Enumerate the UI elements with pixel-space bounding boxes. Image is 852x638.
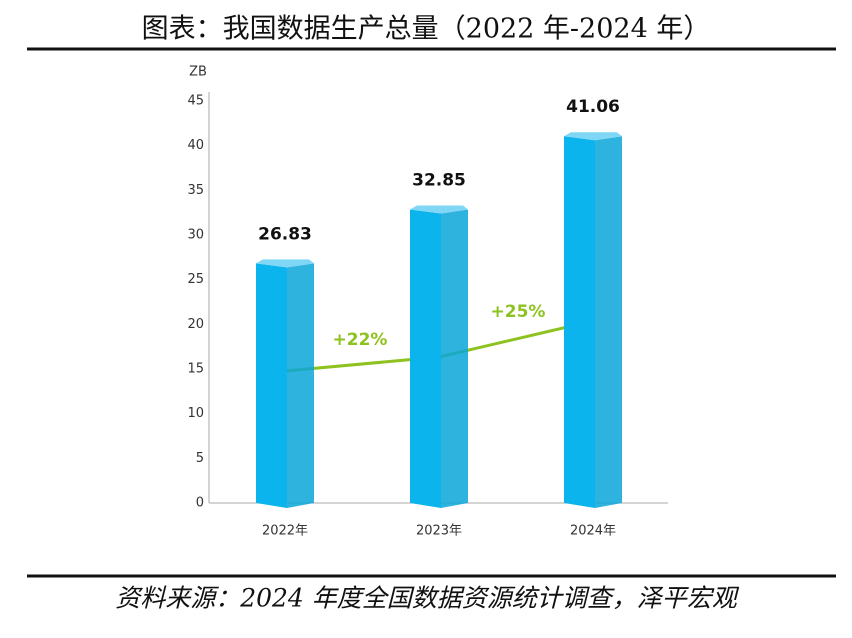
y-unit: ZB — [189, 65, 207, 80]
bar-top-face — [256, 259, 314, 268]
value-label: 32.85 — [412, 171, 466, 191]
bar-top-face — [564, 132, 622, 141]
x-tick-label: 2024年 — [570, 524, 616, 539]
y-tick-label: 15 — [187, 362, 204, 377]
chart-title: 图表：我国数据生产总量（2022 年-2024 年） — [142, 14, 711, 45]
bar-left-face — [410, 209, 441, 509]
bar-left-face — [256, 263, 287, 508]
x-tick-label: 2023年 — [416, 524, 462, 539]
y-tick-label: 25 — [187, 272, 204, 287]
bar-right-face — [441, 209, 468, 509]
value-label: 26.83 — [258, 224, 312, 244]
bar — [410, 205, 468, 509]
bar-right-face — [287, 263, 314, 508]
growth-label: +22% — [333, 330, 388, 350]
bar-left-face — [564, 136, 595, 508]
growth-label: +25% — [491, 302, 546, 322]
x-tick-label: 2022年 — [262, 524, 308, 539]
bar-right-face — [595, 136, 622, 508]
y-tick-label: 10 — [187, 406, 204, 421]
bar — [256, 259, 314, 508]
y-tick-label: 0 — [196, 496, 204, 511]
source: 资料来源：2024 年度全国数据资源统计调查，泽平宏观 — [115, 584, 740, 613]
y-tick-label: 40 — [187, 138, 204, 153]
y-tick-label: 20 — [187, 317, 204, 332]
bar — [564, 132, 622, 508]
y-tick-label: 30 — [187, 228, 204, 243]
bar-top-face — [410, 205, 468, 214]
y-tick-label: 5 — [196, 451, 204, 466]
y-tick-label: 35 — [187, 183, 204, 198]
y-tick-label: 45 — [187, 94, 204, 109]
value-label: 41.06 — [566, 97, 620, 117]
